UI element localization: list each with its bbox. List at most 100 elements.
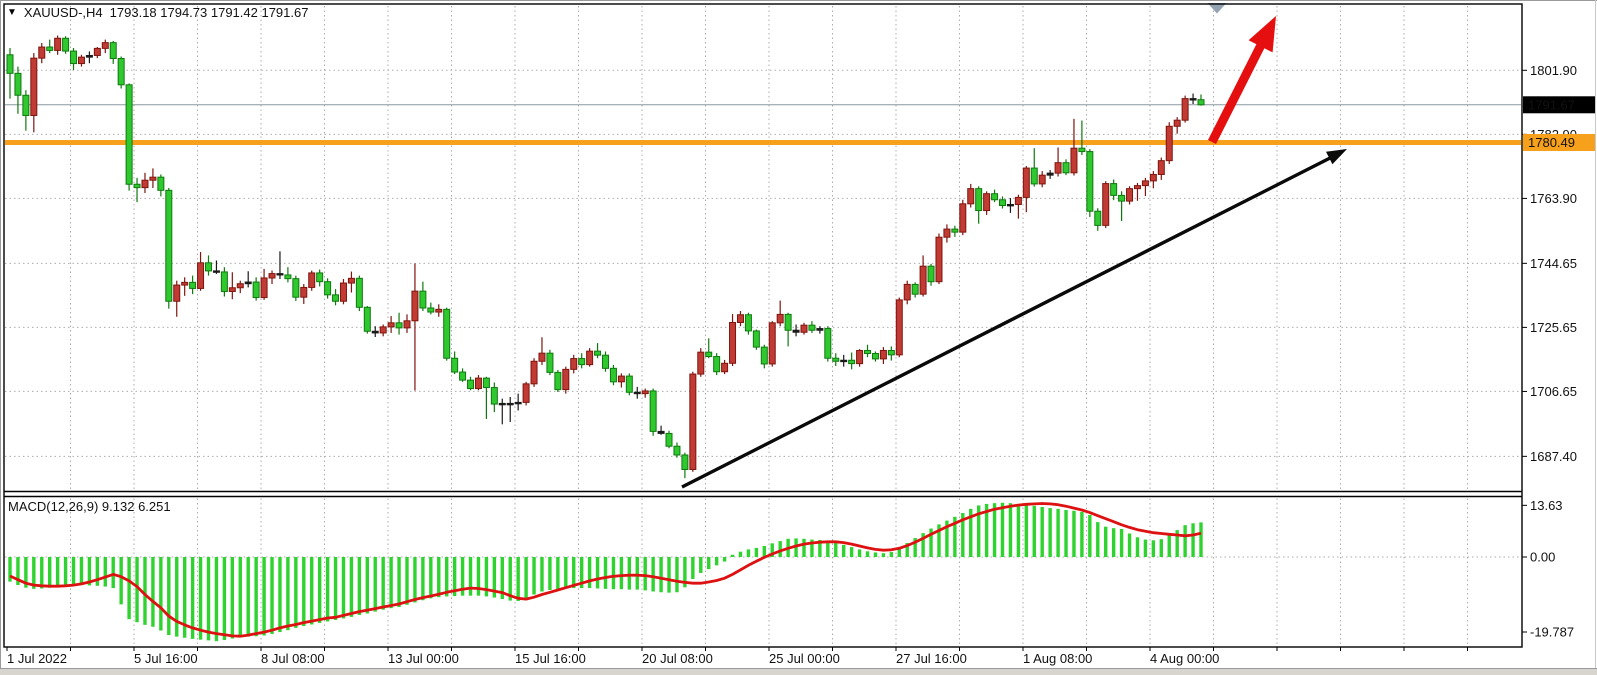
candle[interactable] — [38, 46, 46, 59]
candle[interactable] — [173, 284, 181, 302]
candle[interactable] — [1046, 172, 1054, 176]
candle[interactable] — [467, 379, 475, 390]
candle[interactable] — [427, 307, 435, 313]
candle[interactable] — [474, 377, 482, 390]
candle[interactable] — [752, 330, 760, 348]
candle[interactable] — [760, 346, 768, 365]
candle[interactable] — [14, 72, 22, 96]
candle[interactable] — [562, 368, 570, 391]
candle[interactable] — [816, 328, 824, 331]
candle[interactable] — [1149, 173, 1157, 182]
candle[interactable] — [141, 179, 149, 189]
candle[interactable] — [879, 349, 887, 360]
candle[interactable] — [54, 37, 62, 51]
candle[interactable] — [157, 176, 165, 191]
candle[interactable] — [117, 57, 125, 86]
candle[interactable] — [284, 274, 292, 280]
candle[interactable] — [1006, 203, 1014, 207]
candle[interactable] — [332, 294, 340, 302]
candle[interactable] — [70, 50, 78, 65]
candle[interactable] — [681, 454, 689, 470]
candle[interactable] — [93, 47, 101, 56]
candle[interactable] — [617, 375, 625, 383]
candle[interactable] — [1054, 162, 1062, 174]
candle[interactable] — [840, 359, 848, 363]
price-axis[interactable]: 1801.901782.901763.901744.651725.651706.… — [1522, 63, 1596, 640]
candle[interactable] — [919, 265, 927, 295]
candle[interactable] — [729, 321, 737, 364]
candle[interactable] — [522, 383, 530, 403]
candle[interactable] — [347, 277, 355, 284]
candle[interactable] — [149, 176, 157, 181]
triangle-marker-icon[interactable] — [1207, 3, 1227, 14]
candle[interactable] — [6, 54, 14, 74]
candle[interactable] — [459, 371, 467, 381]
candle[interactable] — [300, 286, 308, 298]
candle[interactable] — [435, 308, 443, 313]
candle[interactable] — [887, 349, 895, 356]
candle[interactable] — [387, 322, 395, 328]
candle[interactable] — [220, 271, 228, 292]
macd-layer[interactable] — [8, 502, 1203, 642]
candle[interactable] — [657, 430, 665, 434]
candle[interactable] — [578, 358, 586, 366]
candle[interactable] — [935, 236, 943, 283]
candle[interactable] — [959, 203, 967, 233]
candle[interactable] — [1014, 196, 1022, 205]
candle[interactable] — [1078, 147, 1086, 153]
candle[interactable] — [586, 350, 594, 366]
candle[interactable] — [776, 313, 784, 324]
candle[interactable] — [967, 188, 975, 205]
candle[interactable] — [101, 42, 109, 49]
candle[interactable] — [165, 189, 173, 302]
candle[interactable] — [633, 391, 641, 395]
candle[interactable] — [482, 377, 490, 389]
candle[interactable] — [1126, 188, 1134, 202]
candle[interactable] — [665, 432, 673, 447]
candle[interactable] — [371, 330, 379, 334]
candle[interactable] — [244, 281, 252, 285]
candle[interactable] — [77, 56, 85, 65]
candle[interactable] — [181, 281, 189, 286]
candle[interactable] — [506, 402, 514, 406]
candle[interactable] — [1141, 180, 1149, 187]
candle[interactable] — [832, 357, 840, 362]
candle[interactable] — [324, 281, 332, 296]
candle[interactable] — [625, 375, 633, 393]
candle[interactable] — [379, 326, 387, 334]
candle[interactable] — [546, 352, 554, 373]
candle[interactable] — [260, 277, 268, 299]
red-arrow-shaft[interactable] — [1207, 42, 1266, 145]
candle[interactable] — [419, 290, 427, 309]
candle[interactable] — [602, 354, 609, 369]
candle[interactable] — [784, 313, 792, 331]
candle[interactable] — [594, 350, 602, 356]
candle[interactable] — [824, 328, 832, 359]
candle[interactable] — [411, 290, 419, 322]
candle[interactable] — [1110, 183, 1118, 196]
candle[interactable] — [1022, 167, 1030, 198]
symbol-dropdown-icon[interactable]: ▼ — [7, 6, 17, 18]
candle[interactable] — [943, 228, 951, 238]
candle[interactable] — [205, 262, 212, 272]
candle[interactable] — [189, 281, 197, 289]
candle[interactable] — [339, 282, 347, 302]
candle[interactable] — [308, 272, 316, 288]
candle[interactable] — [228, 287, 236, 292]
candle[interactable] — [697, 351, 705, 375]
candle[interactable] — [1189, 98, 1197, 101]
candle[interactable] — [1197, 99, 1205, 106]
candle[interactable] — [808, 324, 816, 331]
candle[interactable] — [292, 278, 300, 298]
candle[interactable] — [443, 308, 451, 359]
candle[interactable] — [736, 314, 744, 323]
candle[interactable] — [133, 183, 141, 189]
candle[interactable] — [1118, 194, 1126, 202]
candle[interactable] — [1070, 147, 1078, 174]
candle[interactable] — [1133, 185, 1141, 190]
candle[interactable] — [721, 362, 729, 373]
candle[interactable] — [498, 402, 506, 406]
candle[interactable] — [848, 359, 856, 365]
candle[interactable] — [856, 349, 864, 365]
candle[interactable] — [514, 401, 522, 405]
